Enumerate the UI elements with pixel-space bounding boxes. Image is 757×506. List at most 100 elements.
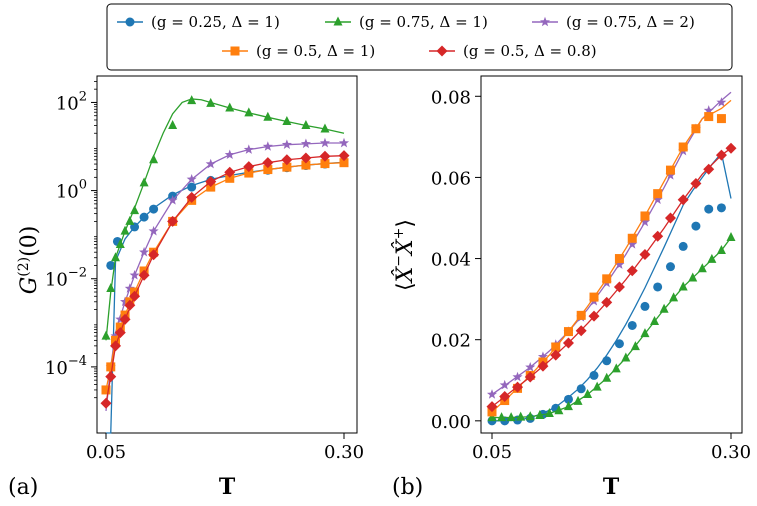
panel-b-xlabel: T	[603, 474, 620, 500]
panel-b-point-s1	[704, 205, 713, 214]
panel-a-point-s1	[187, 183, 196, 192]
panel-b-point-s4	[666, 166, 675, 175]
panel-a-point-s3	[225, 149, 235, 159]
panel-b-point-s4	[704, 112, 713, 121]
panel-a-ytick-label: 10−4	[45, 354, 87, 379]
panel-b-ytick-label: 0.02	[431, 331, 471, 352]
panel-b-point-s4	[615, 254, 624, 263]
panel-b-xtick-label: 0.30	[711, 442, 751, 463]
panel-a-point-s3	[244, 144, 254, 154]
panel-a-ylabel: G(2)(0)	[16, 226, 42, 295]
legend-label-s2: (g = 0.75, Δ = 1)	[359, 13, 488, 31]
panel-a-point-s3	[320, 138, 330, 148]
panel-b-point-s1	[717, 203, 726, 212]
panel-b-point-s4	[577, 311, 586, 320]
panel-a-xtick-label: 0.30	[324, 442, 364, 463]
panel-b-point-s1	[691, 222, 700, 231]
panel-a-point-s2	[140, 177, 149, 186]
panel-a-ytick-label: 100	[56, 178, 87, 203]
panel-a-point-s1	[140, 213, 149, 222]
panel-b-point-s4	[628, 234, 637, 243]
panel-a-point-s4	[106, 362, 115, 371]
legend-marker-s4	[231, 47, 240, 56]
legend-label-s1: (g = 0.25, Δ = 1)	[151, 13, 280, 31]
panel-a-point-s5	[105, 371, 116, 382]
panel-a-point-s3	[187, 174, 197, 184]
panel-b-point-s1	[679, 242, 688, 251]
panel-b-point-s4	[640, 211, 649, 220]
panel-b-point-s1	[628, 321, 637, 330]
panel-a-point-s3	[139, 247, 149, 257]
panel-a-label: (a)	[8, 475, 38, 500]
panel-b-point-s5	[678, 194, 689, 205]
panel-b-ytick-label: 0.00	[431, 412, 471, 433]
panel-a-point-s5	[101, 398, 112, 409]
panel-b-point-s1	[615, 339, 624, 348]
panel-a-point-s2	[130, 205, 139, 214]
panel-b-point-s1	[590, 371, 599, 380]
legend-label-s3: (g = 0.75, Δ = 2)	[566, 13, 695, 31]
panel-b-point-s4	[653, 189, 662, 198]
panel-b-point-s1	[640, 302, 649, 311]
panel-b-series-line-s2	[492, 237, 731, 417]
panel-b-axes-frame	[481, 76, 742, 433]
panel-b-point-s4	[602, 274, 611, 283]
panel-a-point-s2	[149, 154, 158, 163]
panel-a-point-s2	[206, 98, 215, 107]
panel-b-point-s5	[639, 249, 650, 260]
panel-a-ytick-label: 10−2	[45, 266, 87, 291]
panel-b-xtick-label: 0.05	[472, 442, 512, 463]
panel-a-xlabel: T	[219, 474, 236, 500]
panel-b-ytick-label: 0.04	[431, 250, 471, 271]
panel-a-point-s3	[130, 270, 140, 280]
panel-a-point-s3	[339, 138, 349, 148]
panel-b-point-s1	[653, 282, 662, 291]
panel-b-series-line-s3	[492, 92, 731, 394]
panel-b-point-s2	[707, 254, 716, 263]
panel-a-axes-frame	[97, 76, 357, 433]
panel-b-ytick-label: 0.08	[431, 87, 471, 108]
panel-a-point-s2	[121, 226, 130, 235]
panel-a-point-s3	[149, 226, 159, 236]
panel-b-series-line-s4	[492, 100, 731, 412]
panel-b-point-s2	[507, 412, 516, 421]
panel-a-point-s2	[106, 283, 115, 292]
legend-label-s5: (g = 0.5, Δ = 0.8)	[463, 42, 597, 60]
panel-b-point-s3	[487, 389, 497, 399]
panel-b: 0.05 0.30 0.00 0.02 0.04 0.06 0.08 T (b) ⟨X̂−X…	[391, 76, 751, 500]
panel-b-point-s2	[688, 273, 697, 282]
panel-b-ytick-label: 0.06	[431, 168, 471, 189]
panel-a-point-s2	[125, 216, 134, 225]
panel-a: 0.05 0.30 10−4 10−2 100 102 T (a) G(2)(0)	[8, 76, 364, 500]
panel-a-point-s3	[263, 141, 273, 151]
panel-b-point-s2	[574, 396, 583, 405]
panel-b-point-s5	[665, 212, 676, 223]
panel-b-point-s2	[679, 281, 688, 290]
panel-a-series-line-s1	[106, 162, 344, 433]
panel-b-label: (b)	[392, 475, 423, 500]
panel-b-point-s4	[717, 114, 726, 123]
panel-b-point-s1	[602, 356, 611, 365]
panel-b-point-s4	[691, 124, 700, 133]
legend: (g = 0.25, Δ = 1) (g = 0.75, Δ = 1) (g = 0…	[107, 4, 732, 70]
panel-b-point-s1	[666, 262, 675, 271]
figure: (g = 0.25, Δ = 1) (g = 0.75, Δ = 1) (g = 0…	[0, 0, 757, 506]
panel-b-point-s5	[726, 143, 737, 154]
panel-a-point-s2	[102, 331, 111, 340]
panel-b-point-s1	[577, 384, 586, 393]
panel-a-xtick-label: 0.05	[86, 442, 126, 463]
panel-a-point-s3	[301, 139, 311, 149]
panel-a-point-s3	[282, 139, 292, 149]
panel-b-point-s2	[698, 263, 707, 272]
legend-marker-s1	[126, 18, 135, 27]
legend-label-s4: (g = 0.5, Δ = 1)	[256, 42, 375, 60]
panel-b-point-s4	[564, 327, 573, 336]
panel-a-point-s1	[149, 205, 158, 214]
panel-b-point-s4	[679, 142, 688, 151]
panel-b-point-s2	[727, 232, 736, 241]
panel-b-series-line-s1	[492, 153, 731, 421]
panel-a-series-line-s5	[106, 156, 344, 404]
panel-a-ytick-label: 102	[56, 89, 87, 114]
panel-b-ylabel: ⟨X̂−X̂+⟩	[391, 219, 418, 291]
panel-b-point-s4	[590, 293, 599, 302]
